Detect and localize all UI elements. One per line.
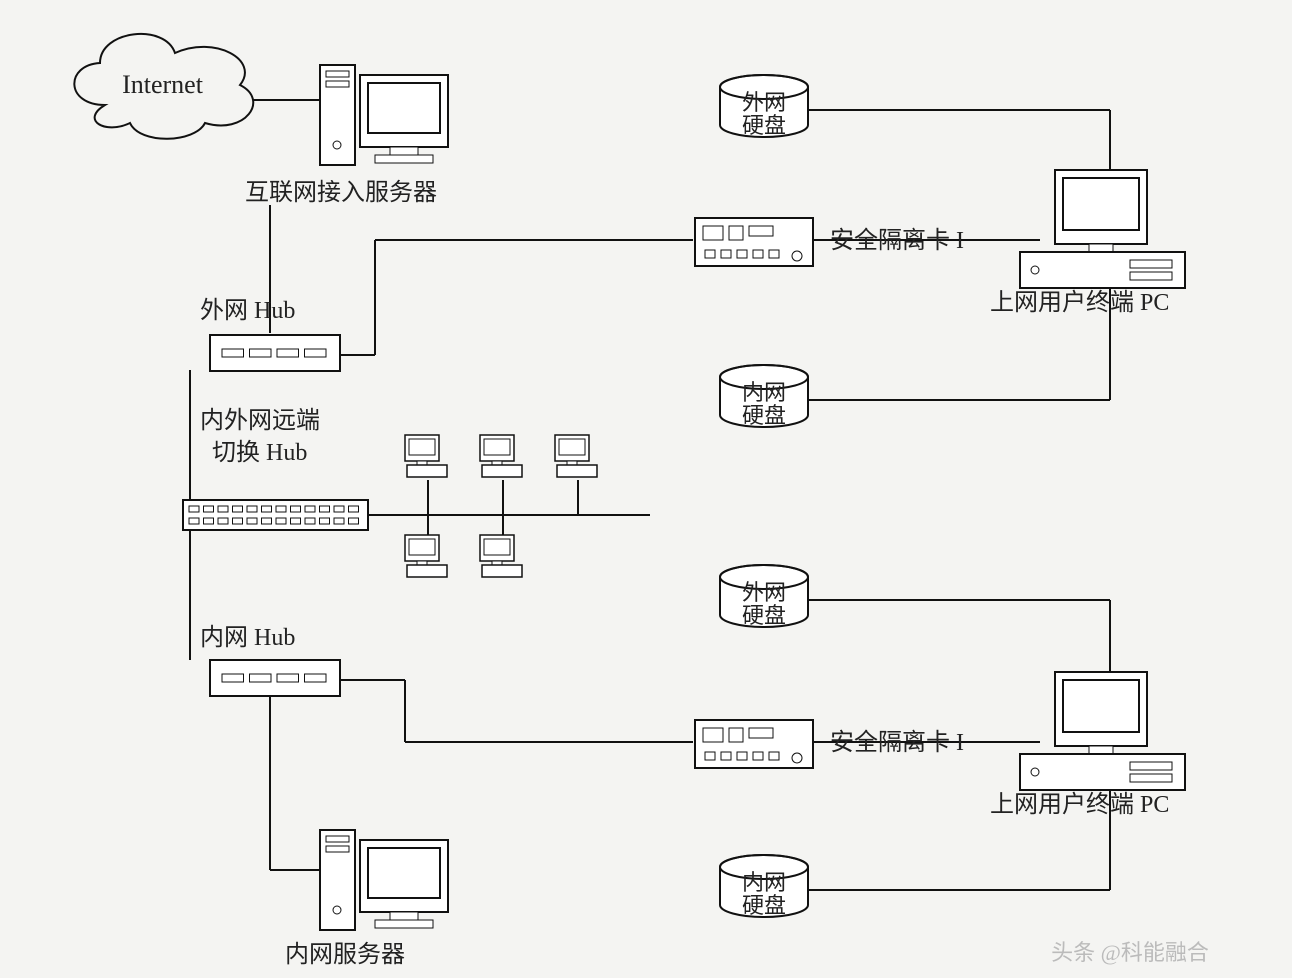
disk-d3-l2: 硬盘 bbox=[742, 603, 786, 628]
disk-d1-l1: 外网 bbox=[742, 90, 786, 115]
internal-hub bbox=[210, 660, 340, 696]
internet-label: Internet bbox=[122, 70, 204, 99]
disk-d2-l2: 硬盘 bbox=[742, 403, 786, 428]
internal-hub-label: 内网 Hub bbox=[200, 624, 295, 651]
external-hub-label: 外网 Hub bbox=[200, 297, 295, 324]
isolation-card-c2-label: 安全隔离卡 I bbox=[830, 729, 964, 756]
switching-hub-label-1: 内外网远端 bbox=[200, 407, 320, 434]
disk-d1-l2: 硬盘 bbox=[742, 113, 786, 138]
switching-hub-label-2: 切换 Hub bbox=[212, 439, 307, 466]
watermark: 头条 @科能融合 bbox=[1051, 940, 1209, 965]
disk-d4-l1: 内网 bbox=[742, 870, 786, 895]
disk-d3-l1: 外网 bbox=[742, 580, 786, 605]
intranet-server-label: 内网服务器 bbox=[285, 941, 405, 968]
isolation-card-c1-label: 安全隔离卡 I bbox=[830, 227, 964, 254]
disk-d2-l1: 内网 bbox=[742, 380, 786, 405]
terminal-pc-p1-label: 上网用户终端 PC bbox=[990, 289, 1169, 316]
isolation-card-c1 bbox=[695, 218, 813, 266]
disk-d4-l2: 硬盘 bbox=[742, 893, 786, 918]
network-diagram: Internet 互联网接入服务器内网服务器 外网 Hub 内网 Hub 内外网远端切换… bbox=[0, 0, 1292, 978]
internet-server-label: 互联网接入服务器 bbox=[245, 179, 437, 206]
external-hub bbox=[210, 335, 340, 371]
terminal-pc-p2-label: 上网用户终端 PC bbox=[990, 791, 1169, 818]
isolation-card-c2 bbox=[695, 720, 813, 768]
switching-hub bbox=[183, 500, 368, 530]
